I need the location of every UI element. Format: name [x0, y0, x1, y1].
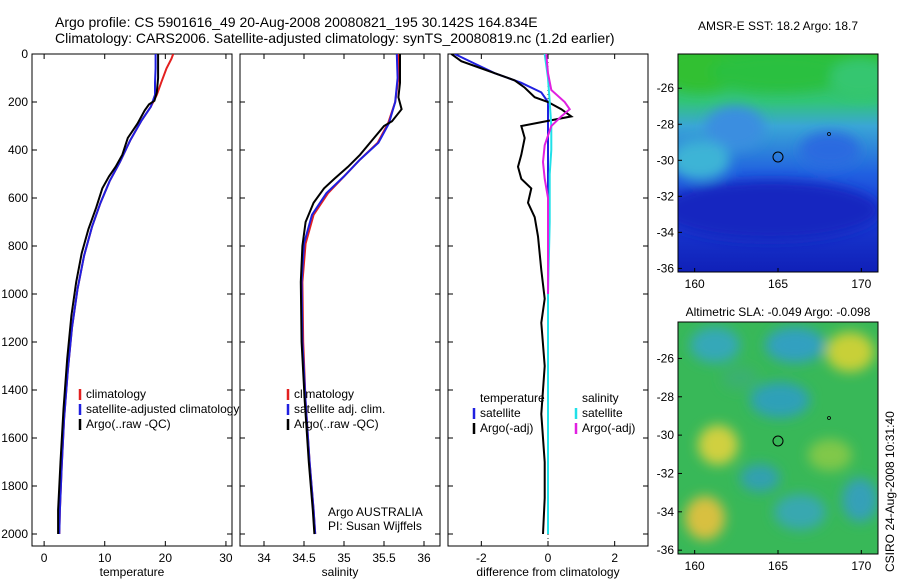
sla-neighbor-marker — [827, 416, 831, 420]
temperature-panel: 0 10 20 30 temperature 0 200 400 600 800 1000 1200 1… — [1, 47, 239, 579]
sst-map-lon-tick-label: 160 — [685, 277, 705, 291]
credit-text: CSIRO 24-Aug-2008 10:31:40 — [883, 411, 897, 572]
depth-tick-label: 1200 — [1, 335, 28, 349]
temperature-xtick-label: 20 — [159, 551, 173, 565]
sla-map-lon-tick-label: 160 — [685, 559, 705, 573]
sst-map-lat-tick-label: -26 — [657, 81, 675, 95]
depth-tick-label: 1400 — [1, 383, 28, 397]
temperature-legend-entry: Argo(..raw -QC) — [86, 417, 171, 431]
salinity-xtick-label: 35.5 — [372, 551, 396, 565]
difference-legend-entry: satellite — [480, 406, 521, 420]
temperature-series-argo-raw-qc — [57, 54, 160, 534]
salinity-legend-entry: Argo(..raw -QC) — [294, 417, 379, 431]
sst-map-lat-tick-label: -36 — [657, 261, 675, 275]
temperature-frame — [31, 53, 233, 547]
sst-map-lat-tick-label: -32 — [657, 189, 675, 203]
difference-legend-title-salinity: salinity — [582, 391, 619, 405]
difference-xtick-label: 0 — [545, 551, 552, 565]
sla-float-marker — [772, 435, 784, 447]
sst-map — [677, 53, 879, 273]
sla-map-lon-tick-label: 170 — [851, 559, 871, 573]
salinity-frame — [239, 53, 441, 547]
difference-legend-entry: Argo(-adj) — [480, 421, 533, 435]
difference-xlabel: difference from climatology — [476, 565, 619, 579]
sst-neighbor-marker — [827, 132, 831, 136]
sst-map-lon-tick-label: 170 — [851, 277, 871, 291]
difference-series-temperature-argo-adj — [450, 54, 574, 535]
sla-map-lat-tick-label: -30 — [657, 428, 675, 442]
temperature-xtick-label: 0 — [41, 551, 48, 565]
salinity-xtick-label: 34.5 — [292, 551, 316, 565]
temperature-xlabel: temperature — [100, 565, 165, 579]
difference-legend-title-temperature: temperature — [480, 391, 545, 405]
sst-map-lon-tick-label: 165 — [768, 277, 788, 291]
depth-tick-label: 1000 — [1, 287, 28, 301]
sst-float-marker — [772, 151, 784, 163]
depth-tick-label: 1800 — [1, 479, 28, 493]
depth-tick-label: 400 — [8, 143, 28, 157]
sla-map-lat-tick-label: -34 — [657, 505, 675, 519]
sla-map-lon-tick-label: 165 — [768, 559, 788, 573]
depth-tick-label: 600 — [8, 191, 28, 205]
difference-series-salinity-argo-adj — [541, 54, 572, 294]
salinity-xtick-label: 36 — [417, 551, 431, 565]
difference-xtick-label: -2 — [476, 551, 487, 565]
sla-map — [677, 321, 879, 555]
difference-legend-entry: satellite — [582, 406, 623, 420]
temperature-legend-entry: climatology — [86, 387, 146, 401]
depth-tick-label: 0 — [21, 47, 28, 61]
depth-tick-label: 800 — [8, 239, 28, 253]
difference-series-salinity-satellite — [543, 54, 553, 534]
depth-tick-label: 2000 — [1, 527, 28, 541]
salinity-legend-entry: satellite adj. clim. — [294, 402, 385, 416]
temperature-legend-entry: satellite-adjusted climatology — [86, 402, 239, 416]
sst-map-lat-tick-label: -28 — [657, 117, 675, 131]
salinity-annotation: PI: Susan Wijffels — [328, 519, 422, 533]
salinity-legend-entry: climatology — [294, 387, 354, 401]
salinity-series-argo-raw-qc — [299, 54, 403, 535]
difference-xtick-label: 2 — [611, 551, 618, 565]
figure-title-line1: Argo profile: CS 5901616_49 20-Aug-2008 … — [55, 14, 538, 30]
temperature-series-satellite-adjusted-climatology — [58, 54, 157, 535]
sst-map-lat-tick-label: -30 — [657, 153, 675, 167]
sla-map-lat-tick-label: -26 — [657, 351, 675, 365]
temperature-xtick-label: 30 — [219, 551, 233, 565]
sla-map-lat-tick-label: -36 — [657, 543, 675, 557]
salinity-xtick-label: 34 — [257, 551, 271, 565]
difference-legend-entry: Argo(-adj) — [582, 421, 635, 435]
sst-map-lat-tick-label: -34 — [657, 225, 675, 239]
salinity-xlabel: salinity — [322, 565, 359, 579]
difference-series-temperature-satellite — [454, 54, 549, 534]
figure-title-line2: Climatology: CARS2006. Satellite-adjuste… — [55, 30, 615, 46]
depth-tick-label: 200 — [8, 95, 28, 109]
depth-tick-label: 1600 — [1, 431, 28, 445]
salinity-panel: 34 34.5 35 35.5 36 salinity climatologysatelli… — [239, 53, 441, 579]
sst-map-title: AMSR-E SST: 18.2 Argo: 18.7 — [698, 19, 858, 33]
sla-map-lat-tick-label: -32 — [657, 466, 675, 480]
salinity-annotation: Argo AUSTRALIA — [328, 505, 423, 519]
sla-map-lat-tick-label: -28 — [657, 390, 675, 404]
temperature-xtick-label: 10 — [98, 551, 112, 565]
sla-map-title: Altimetric SLA: -0.049 Argo: -0.098 — [686, 305, 871, 319]
salinity-xtick-label: 35 — [337, 551, 351, 565]
